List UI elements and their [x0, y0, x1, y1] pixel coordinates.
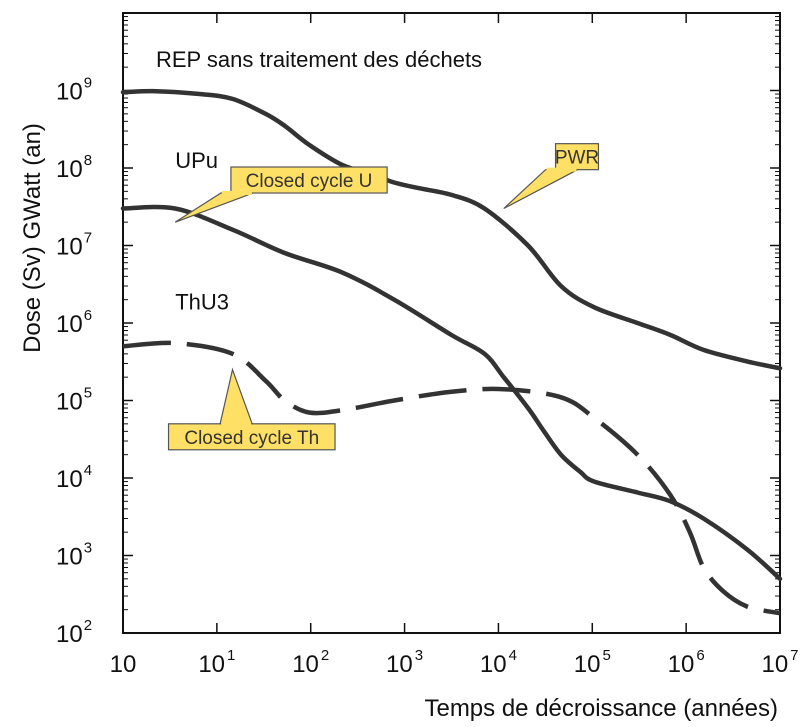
x-tick-label: 10 4: [480, 647, 517, 678]
x-tick-label: 10 2: [292, 647, 329, 678]
y-axis-title: Dose (Sv) GWatt (an): [19, 123, 46, 353]
y-tick-label: 107: [56, 230, 92, 261]
callout-pointer: [504, 170, 578, 209]
x-tick-label: 10 1: [198, 647, 235, 678]
callout-pointer: [220, 370, 252, 424]
x-tick-label: 10 7: [761, 647, 798, 678]
callout-pointer: [175, 193, 253, 222]
y-tick-label: 104: [56, 462, 92, 493]
y-tick-label: 106: [56, 307, 92, 338]
axis-ticks: 10 10 1 10 2 10 3 10 4 10 5 10 6 10 7 102 103 104 105 106 10…: [56, 13, 799, 678]
callout-2: Closed cycle Th: [169, 370, 335, 450]
y-tick-label: 102: [56, 617, 92, 648]
callout-join: [221, 422, 251, 426]
callout-label: PWR: [555, 148, 599, 169]
y-tick-label: 108: [56, 152, 92, 183]
x-tick-label: 10 6: [668, 647, 705, 678]
x-tick-label: 10 5: [574, 647, 611, 678]
plot-frame: [123, 13, 780, 633]
y-tick-label: 109: [56, 75, 92, 106]
y-tick-label: 103: [56, 540, 92, 571]
x-tick-label: 10: [110, 651, 137, 678]
callout-1: Closed cycle U: [175, 167, 387, 222]
y-tick-label: 105: [56, 385, 92, 416]
series-label: UPu: [175, 148, 218, 173]
series-label: ThU3: [175, 289, 229, 314]
series-label: REP sans traitement des déchets: [156, 47, 482, 72]
x-axis-title: Temps de décroissance (années): [424, 695, 778, 722]
callout-label: Closed cycle Th: [184, 428, 319, 449]
callout-label: Closed cycle U: [246, 171, 373, 192]
series-layer: [123, 91, 780, 613]
series-line-2: [123, 343, 780, 613]
x-tick-label: 10 3: [386, 647, 423, 678]
callout-0: PWR: [504, 144, 599, 209]
series-line-0: [123, 91, 780, 368]
